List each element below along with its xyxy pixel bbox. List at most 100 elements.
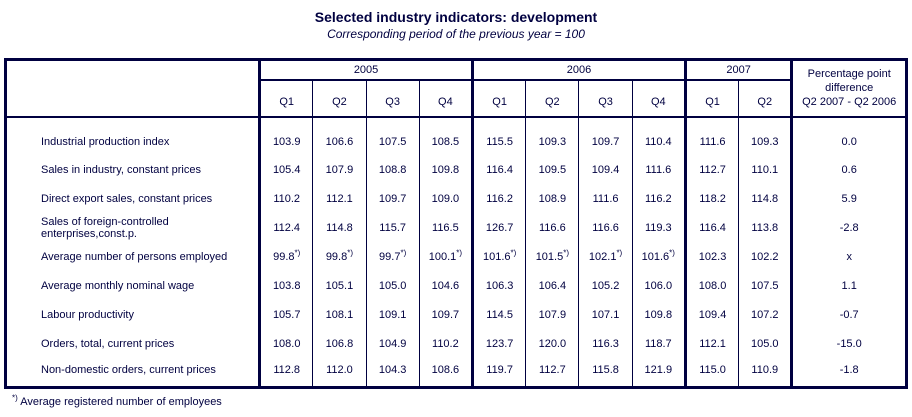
value-cell: 112.8 [258,358,313,388]
value-cell: 110.2 [258,184,313,214]
value-cell: 108.5 [418,116,473,156]
value-cell: 109.8 [418,155,473,185]
value-cell: 110.9 [738,358,792,388]
footnote-marker: *) [563,248,569,258]
value-cell: 109.7 [578,116,633,156]
table-row: Non-domestic orders, current prices 112.8… [6,358,907,388]
diff-cell: -15.0 [790,329,907,359]
value-cell: 106.4 [525,271,579,301]
value-cell: 111.6 [683,116,739,156]
value-cell: 119.7 [471,358,526,388]
value-cell: 115.8 [578,358,633,388]
value-cell: 100.1*) [418,242,473,272]
value-cell: 106.8 [312,329,367,359]
quarter-header: Q2 [525,79,579,118]
diff-cell: 0.6 [790,155,907,185]
value-cell: 101.5*) [525,242,579,272]
row-label: Direct export sales, constant prices [41,193,213,205]
value-cell: 120.0 [525,329,579,359]
page-subtitle: Corresponding period of the previous yea… [327,27,585,41]
value-cell: 110.1 [738,155,792,185]
value-cell: 110.4 [631,116,686,156]
value-cell: 105.7 [258,300,313,330]
value-cell: 107.5 [738,271,792,301]
value-cell: 116.2 [471,184,526,214]
row-label: Industrial production index [41,135,170,148]
row-label: Orders, total, current prices [41,338,175,350]
value-cell: 121.9 [631,358,686,388]
value-cell: 108.6 [418,358,473,388]
value-cell: 105.4 [258,155,313,185]
table-body: Industrial production index 103.9 106.6 107… [6,116,907,388]
diff-header-line: difference [825,82,874,95]
year-header-row: 2005 2006 2007 Percentage point differen… [5,59,907,118]
value-cell: 108.1 [312,300,367,330]
indicators-table: 2005 2006 2007 Percentage point differen… [4,58,908,389]
diff-cell: x [790,242,907,272]
value-cell: 99.8*) [312,242,367,272]
quarter-header: Q4 [631,79,686,118]
footnote-marker: *) [294,248,301,258]
value-cell: 109.3 [525,116,579,156]
table-row: Average monthly nominal wage 103.8 105.1 10… [6,271,907,301]
row-label: Sales of foreign-controlled enterprises,… [41,216,169,240]
value-cell: 104.9 [365,329,420,359]
value-cell: 108.9 [525,184,579,214]
value-cell: 107.9 [525,300,579,330]
quarter-header-row: Q1 Q2 Q3 Q4 Q1 Q2 Q3 Q4 Q1 Q2 [6,79,907,118]
value-cell: 111.6 [631,155,686,185]
table-row: Average number of persons employed 99.8*)… [6,242,907,272]
value-cell: 116.6 [525,213,579,243]
value-cell: 107.5 [365,116,420,156]
diff-cell: -2.8 [790,213,907,243]
value-cell: 118.2 [683,184,739,214]
value-cell: 116.4 [683,213,739,243]
value-cell: 109.0 [418,184,473,214]
value-cell: 107.2 [738,300,792,330]
value-cell: 116.3 [578,329,633,359]
value-cell: 116.6 [578,213,633,243]
value-cell: 112.7 [525,358,579,388]
value-cell: 116.2 [631,184,686,214]
corner-cell [5,59,260,118]
value-cell: 109.4 [578,155,633,185]
value-cell: 102.3 [683,242,739,272]
diff-cell: 5.9 [790,184,907,214]
quarter-header: Q1 [683,79,739,118]
value-cell: 112.7 [683,155,739,185]
page-title: Selected industry indicators: developmen… [314,9,598,25]
value-cell: 104.6 [418,271,473,301]
value-cell: 106.0 [631,271,686,301]
value-cell: 105.2 [578,271,633,301]
value-cell: 109.1 [365,300,420,330]
table-row: Orders, total, current prices 108.0 106.8 1… [6,329,907,359]
quarter-header: Q4 [418,79,473,118]
row-label: Average number of persons employed [41,251,228,263]
diff-header-line: Percentage point [807,68,891,81]
footnote-marker: *) [510,248,517,258]
table-row: Labour productivity 105.7 108.1 109.1 109.7 1… [6,300,907,330]
value-cell: 114.5 [471,300,526,330]
row-label: Non-domestic orders, current prices [41,364,216,377]
footnote-marker: *) [400,248,407,258]
value-cell: 113.8 [738,213,792,243]
quarter-header: Q1 [471,79,526,118]
value-cell: 114.8 [312,213,367,243]
quarter-header: Q3 [365,79,420,118]
value-cell: 116.5 [418,213,473,243]
value-cell: 107.9 [312,155,367,185]
value-cell: 115.0 [683,358,739,388]
value-cell: 105.0 [738,329,792,359]
value-cell: 119.3 [631,213,686,243]
value-cell: 115.5 [471,116,526,156]
value-cell: 99.7*) [365,242,420,272]
value-cell: 104.3 [365,358,420,388]
value-cell: 118.7 [631,329,686,359]
row-label: Average monthly nominal wage [41,280,195,292]
table-row: Sales in industry, constant prices 105.4 1… [6,155,907,185]
value-cell: 112.1 [683,329,739,359]
title-block: Selected industry indicators: developmen… [0,0,912,42]
value-cell: 115.7 [365,213,420,243]
value-cell: 99.8*) [258,242,313,272]
